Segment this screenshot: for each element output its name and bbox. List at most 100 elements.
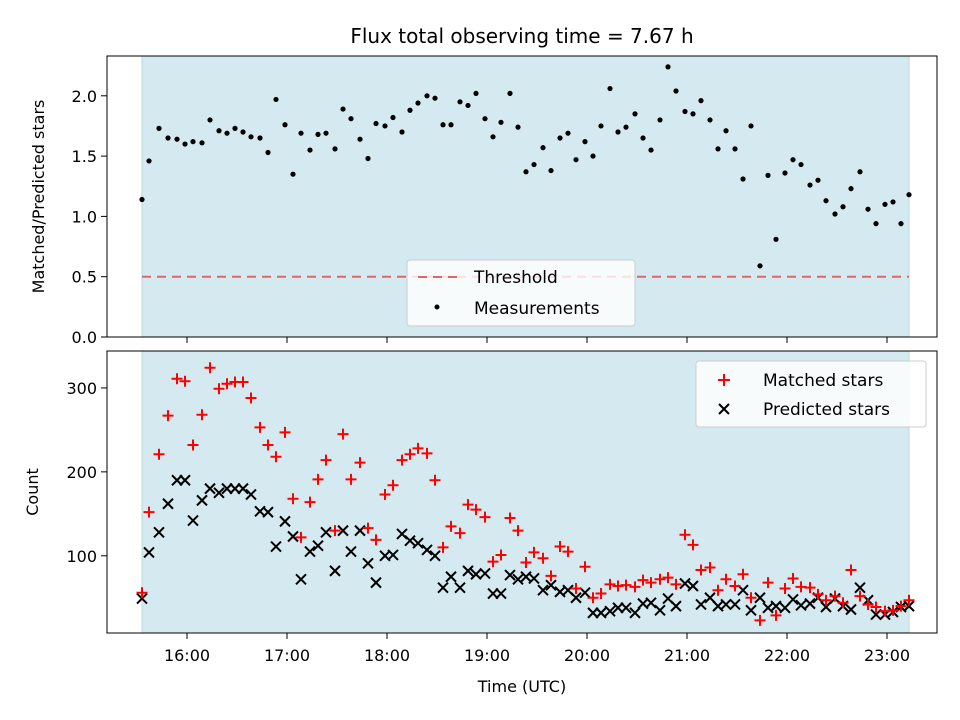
bottom-x-tick-label: 19:00 [464, 646, 510, 665]
predicted-marker [429, 550, 441, 562]
measurement-point [873, 221, 879, 227]
measurement-point [690, 111, 696, 117]
measurement-point [823, 198, 829, 204]
measurement-point [465, 102, 471, 109]
matched-marker [196, 409, 208, 421]
matched-marker [579, 561, 591, 573]
matched-marker [720, 573, 732, 585]
predicted-marker [579, 587, 591, 599]
measurement-point [598, 123, 604, 129]
matched-marker [587, 592, 599, 604]
predicted-marker [295, 573, 307, 585]
predicted-marker [470, 568, 482, 580]
predicted-marker [670, 600, 682, 612]
measurement-point [832, 211, 838, 217]
measurement-point [373, 120, 379, 127]
legend-predicted-swatch [718, 403, 730, 415]
measurement-point [146, 158, 152, 164]
matched-marker [295, 531, 307, 543]
matched-marker [745, 592, 757, 604]
matched-marker [862, 598, 874, 610]
measurement-point [757, 263, 763, 269]
predicted-marker [162, 498, 174, 510]
bottom-y-tick-label: 200 [66, 463, 97, 482]
predicted-marker [196, 494, 208, 507]
measurement-point [498, 119, 504, 125]
measurement-point [357, 136, 363, 142]
predicted-marker [687, 580, 699, 592]
predicted-marker [479, 567, 491, 580]
bottom-x-tick-label: 18:00 [364, 646, 410, 665]
predicted-marker [270, 540, 282, 553]
predicted-marker [870, 608, 882, 621]
matched-marker [454, 527, 466, 539]
matched-marker [687, 539, 699, 551]
matched-marker [554, 541, 566, 553]
top-y-tick-label: 2.0 [72, 87, 97, 106]
predicted-marker [770, 600, 782, 612]
matched-marker [495, 549, 507, 561]
bottom-x-tick-label: 17:00 [264, 646, 310, 665]
measurement-point [640, 135, 646, 141]
matched-marker [304, 496, 316, 508]
matched-points [136, 362, 915, 626]
chart-title: Flux total observing time = 7.67 h [350, 24, 693, 48]
predicted-marker [845, 603, 857, 616]
measurement-point [216, 128, 222, 134]
measurement-point [531, 161, 537, 168]
matched-marker [654, 573, 666, 585]
predicted-marker [262, 506, 274, 518]
bottom-x-tick-label: 20:00 [564, 646, 610, 665]
measurement-point [315, 131, 321, 137]
measurement-point [673, 88, 679, 94]
predicted-marker [512, 573, 524, 585]
matched-marker [528, 546, 540, 558]
matched-marker [679, 529, 691, 541]
measurement-point [273, 96, 279, 103]
measurement-point [165, 135, 171, 141]
measurement-point [848, 186, 854, 192]
matched-marker [629, 581, 641, 593]
top-y-tick-label: 0.5 [72, 268, 97, 287]
legend-matched-label: Matched stars [763, 371, 883, 391]
measurement-point [815, 177, 821, 183]
measurement-point [590, 153, 596, 159]
measurement-point [382, 123, 388, 129]
measurement-point [890, 199, 896, 205]
matched-marker [379, 489, 391, 501]
predicted-marker [245, 488, 257, 501]
predicted-marker [695, 598, 707, 611]
predicted-marker [213, 487, 225, 499]
measurement-point [399, 129, 405, 135]
predicted-marker [337, 524, 349, 537]
legend-threshold-label: Threshold [473, 268, 558, 288]
predicted-marker [629, 607, 641, 619]
measurement-point [557, 135, 563, 141]
matched-marker [512, 525, 524, 537]
bottom-x-tick-label: 21:00 [664, 646, 710, 665]
predicted-marker [795, 599, 807, 612]
matched-marker [604, 578, 616, 590]
matched-marker [779, 583, 791, 595]
measurement-point [540, 145, 546, 151]
predicted-marker [153, 526, 165, 538]
measurement-point [224, 130, 230, 136]
matched-marker [445, 520, 457, 532]
predicted-marker [570, 592, 582, 604]
measurement-point [523, 169, 529, 175]
matched-marker [545, 570, 557, 582]
matched-marker [704, 562, 716, 574]
matched-marker [354, 457, 366, 469]
matched-marker [245, 392, 257, 404]
matched-marker [712, 584, 724, 596]
predicted-marker [903, 600, 915, 612]
measurement-point [765, 172, 771, 178]
matched-marker [396, 454, 408, 466]
predicted-marker [754, 592, 766, 604]
predicted-marker [537, 584, 549, 596]
matched-marker [370, 534, 382, 546]
matched-marker [479, 511, 491, 523]
predicted-marker [804, 597, 816, 610]
predicted-marker [312, 540, 324, 552]
matched-marker [870, 601, 882, 613]
